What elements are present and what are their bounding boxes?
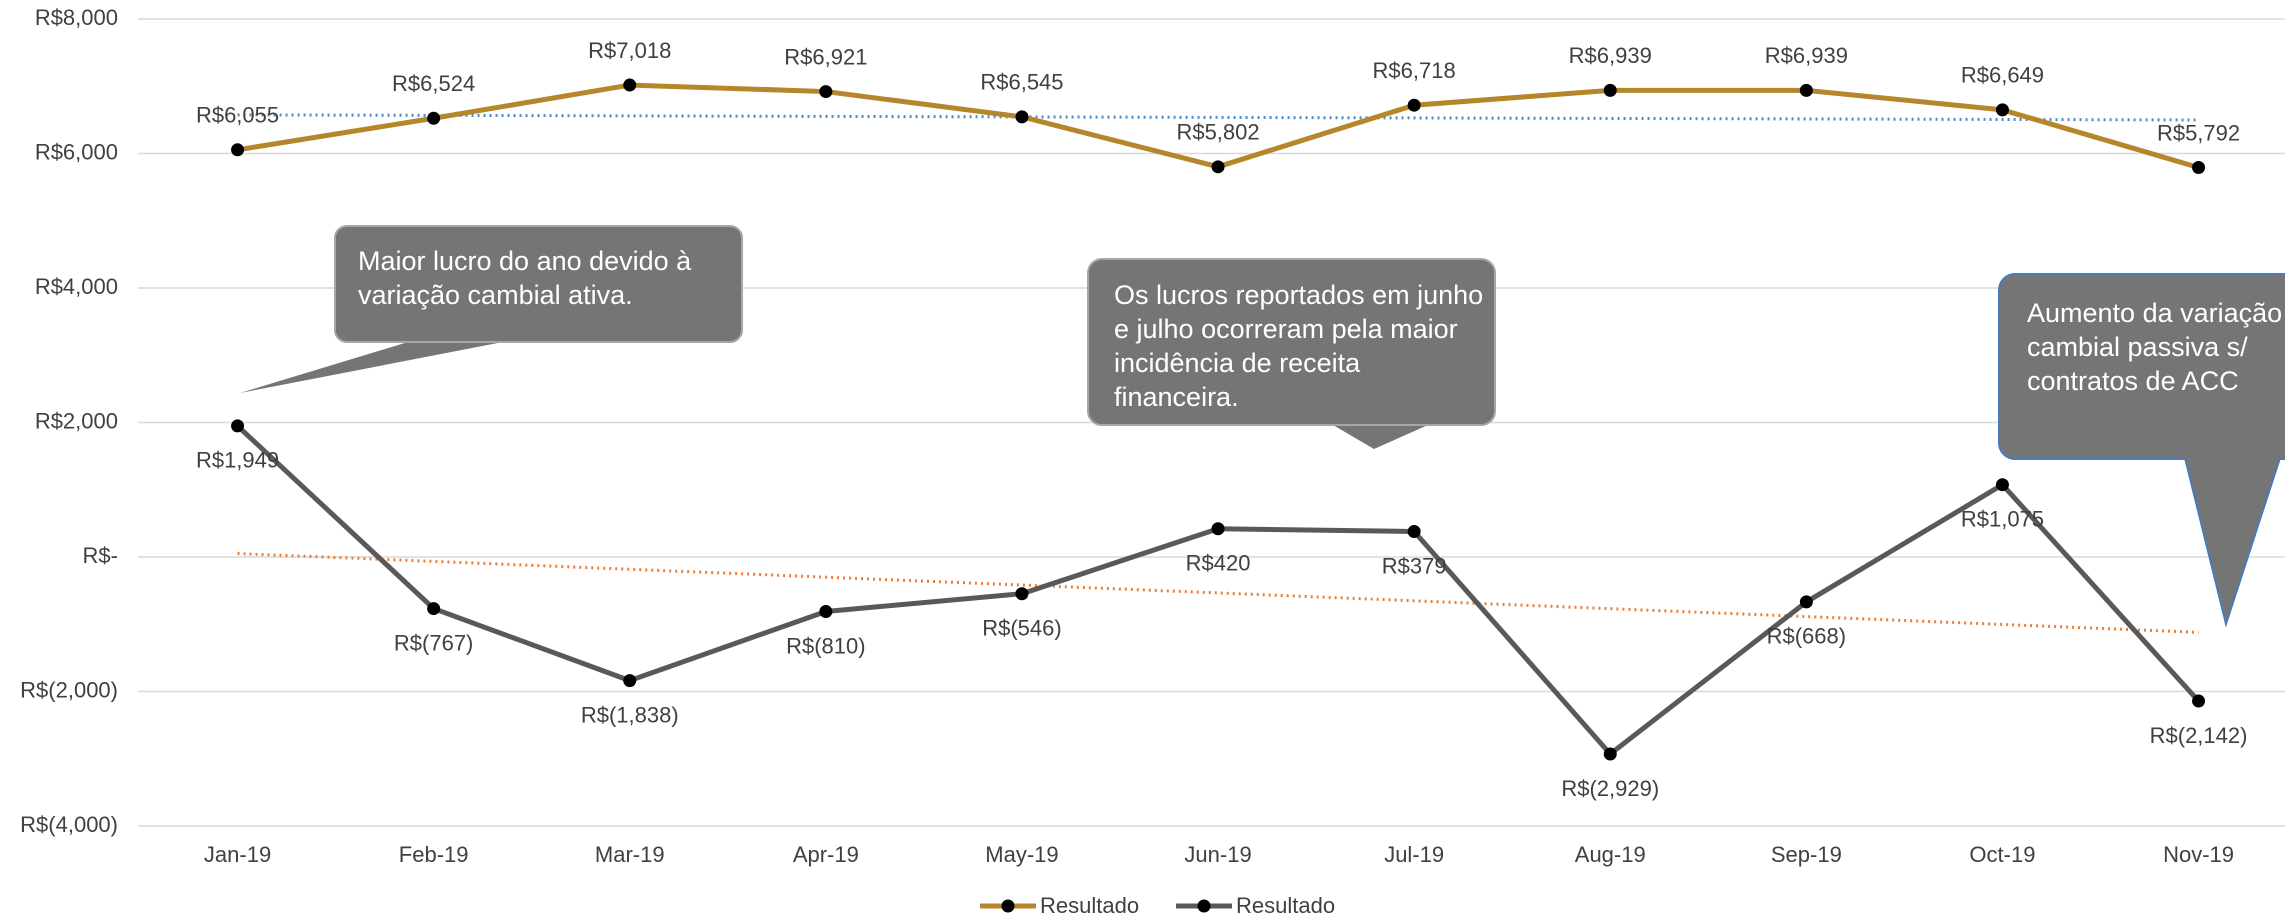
y-tick-label: R$4,000 bbox=[35, 274, 118, 299]
y-tick-label: R$(4,000) bbox=[20, 812, 118, 837]
data-label: R$7,018 bbox=[588, 38, 671, 63]
point bbox=[2192, 694, 2206, 708]
callout-pointer bbox=[2183, 457, 2282, 628]
callout-joint bbox=[2186, 450, 2279, 462]
data-label: R$5,792 bbox=[2157, 120, 2240, 145]
x-tick-label: May-19 bbox=[985, 842, 1058, 867]
plot: R$(4,000) R$(2,000) R$- R$2,000 R$4,000 R$6,0… bbox=[20, 5, 2285, 918]
x-tick-label: Oct-19 bbox=[1969, 842, 2035, 867]
point bbox=[2192, 160, 2206, 174]
point bbox=[623, 674, 637, 688]
data-label: R$6,545 bbox=[980, 70, 1063, 95]
data-label: R$(1,838) bbox=[581, 702, 679, 727]
point bbox=[427, 111, 441, 125]
y-tick-label: R$(2,000) bbox=[20, 677, 118, 702]
data-label: R$1,949 bbox=[196, 448, 279, 473]
data-label: R$5,802 bbox=[1176, 120, 1259, 145]
data-label: R$(546) bbox=[982, 616, 1061, 641]
point bbox=[1799, 595, 1813, 609]
point bbox=[1603, 747, 1617, 761]
y-tick-label: R$2,000 bbox=[35, 408, 118, 433]
data-label: R$6,524 bbox=[392, 71, 475, 96]
data-label: R$(810) bbox=[786, 633, 865, 658]
point bbox=[231, 143, 245, 157]
x-tick-label: Jan-19 bbox=[204, 842, 271, 867]
callout-text: Aumento da variação cambial passiva s/ c… bbox=[2027, 298, 2283, 396]
data-label: R$6,718 bbox=[1373, 58, 1456, 83]
x-tick-label: Mar-19 bbox=[595, 842, 665, 867]
data-label: R$(767) bbox=[394, 630, 473, 655]
point bbox=[1603, 83, 1617, 97]
data-label: R$420 bbox=[1186, 551, 1251, 576]
callout-text: Os lucros reportados em junho e julho oc… bbox=[1114, 280, 1484, 412]
point bbox=[1211, 160, 1225, 174]
point bbox=[1995, 478, 2009, 492]
data-label: R$379 bbox=[1382, 553, 1447, 578]
data-label: R$6,055 bbox=[196, 103, 279, 128]
legend-label: Resultado bbox=[1040, 893, 1139, 918]
data-label: R$6,939 bbox=[1765, 43, 1848, 68]
x-tick-label: Nov-19 bbox=[2163, 842, 2234, 867]
line bbox=[235, 424, 2201, 757]
point bbox=[1799, 83, 1813, 97]
legend-marker bbox=[1001, 899, 1015, 913]
point bbox=[1015, 587, 1029, 601]
point bbox=[1407, 525, 1421, 539]
callout-box bbox=[1998, 273, 2285, 460]
point bbox=[231, 419, 245, 433]
point bbox=[1407, 98, 1421, 112]
y-tick-label: R$6,000 bbox=[35, 139, 118, 164]
data-label: R$6,921 bbox=[784, 44, 867, 69]
x-tick-label: Sep-19 bbox=[1771, 842, 1842, 867]
data-label: R$(2,929) bbox=[1561, 776, 1659, 801]
callout-box bbox=[1087, 258, 1496, 426]
x-tick-label: Aug-19 bbox=[1575, 842, 1646, 867]
callout-pointer bbox=[240, 342, 503, 393]
point bbox=[1995, 103, 2009, 117]
legend-marker bbox=[1197, 899, 1211, 913]
point bbox=[1211, 522, 1225, 536]
point bbox=[427, 602, 441, 616]
data-label: R$6,649 bbox=[1961, 63, 2044, 88]
data-label: R$1,075 bbox=[1961, 507, 2044, 532]
legend-label: Resultado bbox=[1236, 893, 1335, 918]
x-tick-label: Jul-19 bbox=[1384, 842, 1444, 867]
point bbox=[819, 85, 833, 99]
callout-pointer bbox=[1333, 425, 1428, 449]
data-label: R$(668) bbox=[1767, 624, 1846, 649]
y-tick-label: R$- bbox=[83, 543, 118, 568]
callout-text: Maior lucro do ano devido à variação cam… bbox=[358, 246, 692, 310]
x-tick-label: Apr-19 bbox=[793, 842, 859, 867]
x-tick-label: Feb-19 bbox=[399, 842, 469, 867]
callout-box bbox=[334, 225, 743, 343]
y-tick-label: R$8,000 bbox=[35, 5, 118, 30]
x-tick-label: Jun-19 bbox=[1184, 842, 1251, 867]
point bbox=[623, 78, 637, 92]
point bbox=[819, 604, 833, 618]
data-label: R$6,939 bbox=[1569, 43, 1652, 68]
point bbox=[1015, 110, 1029, 124]
data-label: R$(2,142) bbox=[2150, 723, 2248, 748]
